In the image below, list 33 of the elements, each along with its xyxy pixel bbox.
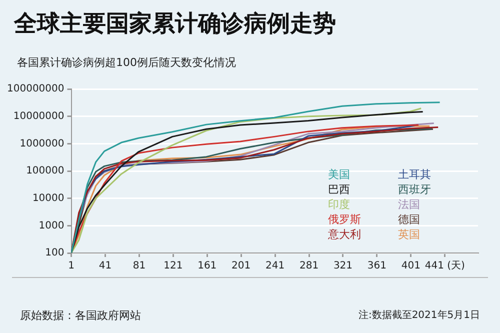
x-tick-label: 441 (天) <box>424 260 466 272</box>
text: 西班牙 <box>398 182 431 196</box>
text: 印度 <box>328 198 350 211</box>
text: 英国 <box>398 228 420 241</box>
y-tick-label: 1000000 <box>20 138 64 150</box>
x-tick-label: 81 <box>132 260 146 272</box>
x-tick-label: 201 <box>232 260 251 272</box>
x-tick-label: 321 <box>333 260 353 272</box>
x-tick-label: 1 <box>68 260 74 272</box>
text: 德国 <box>398 212 420 226</box>
y-tick-label: 100 <box>45 248 64 259</box>
y-tick-label: 1000 <box>38 220 64 232</box>
text: 美国 <box>328 168 350 181</box>
y-tick-label: 10000000 <box>13 110 64 122</box>
x-tick-label: 241 <box>266 260 285 272</box>
x-tick-label: 161 <box>198 260 217 272</box>
text: 俄罗斯 <box>328 212 361 226</box>
y-tick-label: 100000 <box>26 166 64 177</box>
x-tick-label: 121 <box>164 260 183 272</box>
text: 意大利 <box>327 228 361 241</box>
text: 土耳其 <box>398 168 431 181</box>
x-tick-label: 401 <box>401 260 420 272</box>
x-tick-label: 41 <box>98 260 112 272</box>
y-tick-label: 100000000 <box>6 84 64 95</box>
text: 法国 <box>398 198 420 211</box>
x-tick-label: 281 <box>299 260 319 272</box>
y-tick-label: 10000 <box>32 192 64 204</box>
x-tick-label: 361 <box>367 260 386 272</box>
text: 巴西 <box>328 182 350 196</box>
text: 注:数据截至2021年5月1日 <box>358 308 480 322</box>
text: 原始数据：各国政府网站 <box>20 308 141 323</box>
chart-title: 全球主要国家累计确诊病例走势 <box>14 10 336 39</box>
chart-subtitle: 各国累计确诊病例超100例后随天数变化情况 <box>17 55 236 70</box>
